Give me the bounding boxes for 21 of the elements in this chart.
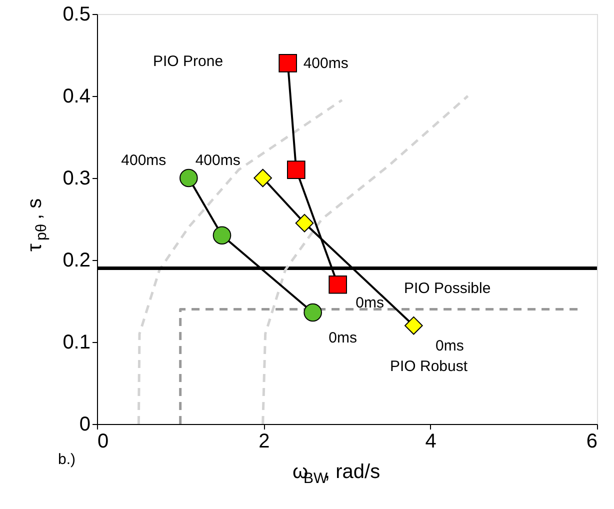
x-tick-label: 6 [586,430,598,452]
text: b.) [58,451,76,468]
x-tick-label: 4 [425,430,436,452]
y-tick-label: 0.5 [62,4,90,26]
annotation: 400ms [195,152,240,169]
y-axis-title: τpθ, s [24,198,50,252]
annotation: 0ms [356,294,384,312]
annotation: 400ms [121,152,166,169]
annotation: PIO Prone [153,53,224,70]
annotation: 400ms [303,55,348,72]
annotation: PIO Robust [390,358,468,375]
x-tick-label: 2 [258,430,270,452]
y-tick-label: 0 [79,414,90,436]
annotation: 0ms [328,329,358,346]
y-tick-label: 0.2 [62,250,90,272]
annotation: PIO Possible [404,280,491,297]
x-tick-label: 0 [98,430,109,452]
y-tick-label: 0.1 [62,332,90,354]
y-tick-label: 0.3 [62,168,90,190]
annotation: 0ms [435,338,464,355]
y-tick-label: 0.4 [62,86,90,108]
